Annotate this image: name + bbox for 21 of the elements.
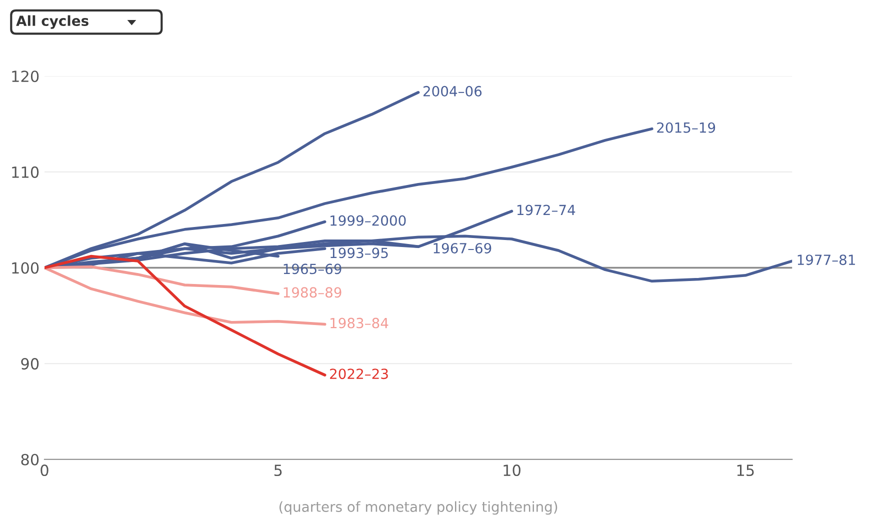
x-tick-label: 15: [737, 464, 754, 476]
y-tick-label: 90: [21, 358, 39, 370]
y-tick-label: 120: [12, 70, 39, 82]
series-label: 1983–84: [330, 318, 388, 328]
x-tick-label: 5: [274, 464, 282, 476]
text: All cycles: [16, 15, 88, 29]
series-label: 1988–89: [284, 287, 342, 298]
x-axis-title: (quarters of monetary policy tightening): [279, 501, 558, 515]
y-tick-label: 80: [21, 454, 39, 466]
series-label: 1999–2000: [330, 215, 406, 226]
series-label: 2015–19: [657, 122, 716, 133]
x-tick-label: 0: [40, 464, 48, 476]
series-label: 1977–81: [798, 254, 855, 266]
series-label: 1972–74: [517, 204, 576, 216]
series-label: 1967–69: [434, 242, 492, 254]
y-tick-label: 110: [12, 166, 39, 178]
x-tick-label: 10: [504, 464, 520, 476]
series-label: 2004–06: [423, 86, 482, 96]
series-label: 2022–23: [330, 368, 388, 380]
y-tick-label: 100: [12, 262, 39, 274]
series-label: 1993–95: [330, 248, 388, 258]
